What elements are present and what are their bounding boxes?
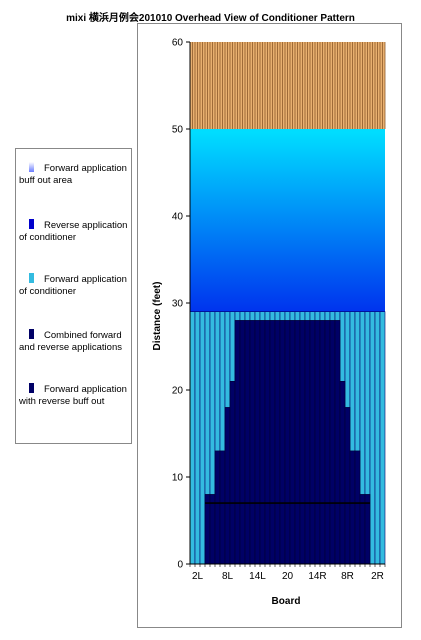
combined-bar: [294, 320, 301, 565]
y-tick-label: 60: [172, 38, 184, 49]
combined-bar: [339, 380, 346, 565]
combined-bar: [244, 320, 251, 565]
forward-bar: [374, 311, 381, 565]
combined-bar: [289, 320, 296, 565]
combined-bar: [324, 320, 331, 565]
combined-bar: [359, 494, 366, 565]
combined-bar: [344, 407, 351, 565]
combined-bar: [209, 494, 216, 565]
x-axis-title: Board: [272, 596, 301, 607]
combined-bar: [284, 320, 291, 565]
x-tick-label: 14R: [308, 571, 326, 582]
combined-bar: [249, 320, 256, 565]
y-tick-label: 30: [172, 299, 184, 310]
y-tick-label: 50: [172, 125, 184, 136]
combined-bar: [279, 320, 286, 565]
legend-swatch-reverse: [29, 219, 34, 229]
forward-bar: [379, 311, 386, 565]
y-tick-label: 20: [172, 386, 184, 397]
legend-item-reverse-buff: Forward application with reverse buff ou…: [19, 383, 127, 407]
forward-bar: [189, 311, 196, 565]
combined-bar: [274, 320, 281, 565]
x-tick-label: 14L: [249, 571, 266, 582]
combined-bar: [204, 494, 211, 565]
forward-bar: [194, 311, 201, 565]
combined-bar: [229, 380, 236, 565]
legend-swatch-forward: [29, 273, 34, 283]
x-tick-label: 20: [282, 571, 294, 582]
combined-bar: [314, 320, 321, 565]
lane-end-stripes: [189, 42, 386, 129]
combined-bar: [329, 320, 336, 565]
y-tick-label: 40: [172, 212, 184, 223]
y-axis-title: Distance (feet): [152, 282, 163, 351]
legend: Forward application buff out area Revers…: [15, 148, 132, 444]
combined-bar: [334, 320, 341, 565]
x-tick-label: 8L: [222, 571, 234, 582]
combined-bar: [224, 407, 231, 565]
legend-swatch-buff-out: [29, 162, 34, 172]
y-tick-label: 0: [177, 560, 183, 571]
chart-svg: 0 10 20 30 40 50 60 2L 8L 14L 20 14R 8R 2R Distance (…: [152, 38, 386, 607]
combined-bar: [354, 450, 361, 565]
combined-bar: [254, 320, 261, 565]
legend-item-forward: Forward application of conditioner: [19, 273, 127, 297]
combined-bar: [234, 320, 241, 565]
combined-bar: [299, 320, 306, 565]
combined-bar: [349, 450, 356, 565]
combined-bar: [214, 450, 221, 565]
combined-bar: [219, 450, 226, 565]
legend-item-combined: Combined forward and reverse application…: [19, 329, 122, 353]
combined-bar: [304, 320, 311, 565]
combined-bar: [259, 320, 266, 565]
chart-area: 0 10 20 30 40 50 60 2L 8L 14L 20 14R 8R 2R Distance (…: [137, 23, 402, 628]
x-tick-label: 2R: [371, 571, 384, 582]
legend-item-buff-out: Forward application buff out area: [19, 162, 127, 186]
x-tick-label: 2L: [192, 571, 204, 582]
y-tick-label: 10: [172, 473, 184, 484]
combined-bar: [319, 320, 326, 565]
forward-bar: [369, 311, 376, 565]
legend-item-reverse: Reverse application of conditioner: [19, 219, 128, 243]
combined-bar: [264, 320, 271, 565]
combined-bar: [364, 494, 371, 565]
x-tick-label: 8R: [341, 571, 354, 582]
combined-bar: [239, 320, 246, 565]
chart-title: mixi 横浜月例会201010 Overhead View of Condit…: [66, 13, 355, 24]
combined-bar: [309, 320, 316, 565]
combined-bar: [269, 320, 276, 565]
legend-swatch-combined: [29, 329, 34, 339]
forward-buff-out-area: [190, 129, 385, 312]
forward-bar: [199, 311, 206, 565]
legend-swatch-reverse-buff: [29, 383, 34, 393]
